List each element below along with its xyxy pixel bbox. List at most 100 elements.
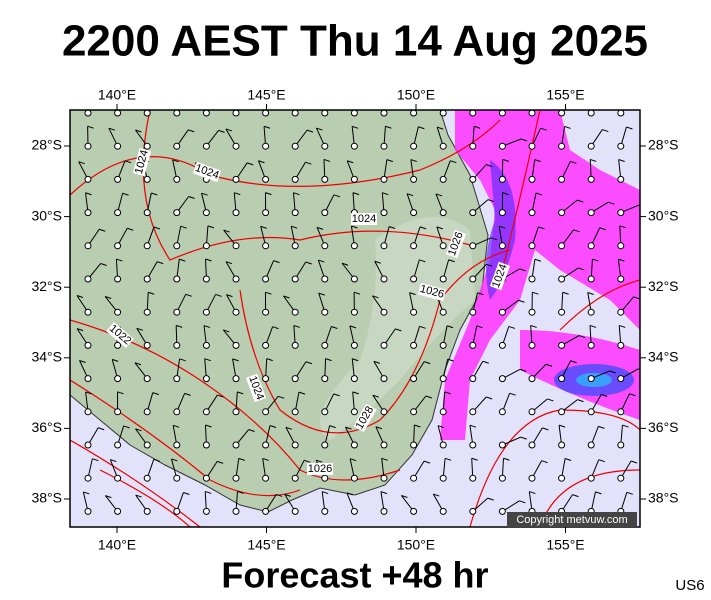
barb-station	[410, 474, 418, 482]
barb-station	[350, 474, 358, 482]
barb-station	[291, 474, 299, 482]
barb-station	[202, 474, 210, 482]
barb-station	[439, 507, 447, 515]
barb-flag	[577, 399, 584, 403]
barb-station	[291, 507, 299, 515]
barb-station	[587, 474, 595, 482]
barb-flag	[156, 261, 164, 265]
barb-station	[380, 275, 388, 283]
barb-station	[380, 441, 388, 449]
barb-flag	[598, 425, 605, 429]
barb-station	[202, 507, 210, 515]
isobar-label-bg	[307, 463, 333, 475]
barb-flag	[247, 162, 254, 166]
barb-flag	[203, 325, 211, 329]
barb-flag	[486, 263, 493, 267]
barb-flag	[184, 392, 191, 396]
barb-flag	[444, 457, 452, 461]
barb-station	[498, 142, 506, 150]
barb-station	[587, 209, 595, 217]
barb-station	[321, 242, 329, 250]
barb-station	[114, 308, 122, 316]
barb-station	[469, 209, 477, 217]
barb-station	[469, 341, 477, 349]
barb-station	[321, 507, 329, 515]
barb-station	[143, 474, 151, 482]
barb-flag	[87, 125, 94, 129]
barb-flag	[519, 500, 526, 504]
barb-flag	[116, 258, 123, 262]
barb-flag	[98, 427, 105, 431]
barb-station	[469, 308, 477, 316]
highlands	[320, 217, 475, 440]
map-frame	[69, 109, 641, 528]
barb-station	[380, 142, 388, 150]
barb-flag	[76, 295, 84, 298]
barb-flag	[570, 360, 577, 364]
barb-flag	[626, 491, 634, 495]
barb-station	[617, 474, 625, 482]
barb-station	[202, 408, 210, 416]
barb-flag	[176, 324, 183, 328]
barb-station	[114, 375, 122, 383]
barb-flag	[386, 159, 394, 163]
barb-station	[232, 341, 240, 349]
barb-station	[262, 507, 270, 515]
barb-station	[143, 375, 151, 383]
barb-station	[173, 142, 181, 150]
barb-flag	[352, 358, 359, 362]
title: 2200 AEST Thu 14 Aug 2025	[62, 17, 648, 66]
barb-station	[439, 242, 447, 250]
barb-station	[173, 242, 181, 250]
barb-flag	[372, 394, 379, 398]
barb-station	[587, 142, 595, 150]
barb-station	[114, 242, 122, 250]
barb-flag	[529, 491, 536, 495]
barb-flag	[410, 159, 418, 163]
barb-station	[173, 375, 181, 383]
barb-station	[321, 474, 329, 482]
barb-station	[143, 308, 151, 316]
barb-flag	[135, 428, 142, 432]
barb-flag	[226, 294, 233, 298]
barb-flag	[205, 424, 212, 428]
barb-flag	[352, 192, 360, 196]
barb-flag	[180, 225, 187, 229]
barb-station	[469, 408, 477, 416]
barb-station	[498, 308, 506, 316]
barb-flag	[518, 299, 525, 303]
barb-flag	[325, 358, 332, 362]
barb-station	[528, 142, 536, 150]
barb-station	[143, 142, 151, 150]
barb-station	[143, 507, 151, 515]
barb-station	[498, 375, 506, 383]
barb-station	[469, 142, 477, 150]
barb-station	[498, 110, 506, 117]
barb-station	[410, 375, 418, 383]
axes: 140°E 140°E 145°E 145°E 150°E 150°E 155°E 155°E…	[31, 87, 678, 553]
barb-station	[321, 375, 329, 383]
barb-flag	[207, 225, 215, 229]
barb-flag	[205, 490, 212, 494]
barb-flag	[333, 194, 341, 198]
barb-station	[380, 341, 388, 349]
isobar-label-bg	[351, 213, 377, 225]
barb-flag	[619, 324, 626, 328]
barb-station	[143, 341, 151, 349]
barb-flag	[476, 325, 483, 329]
barb-flag	[315, 459, 323, 463]
barb-flag	[205, 93, 211, 95]
barb-flag	[433, 493, 440, 497]
barb-station	[143, 242, 151, 250]
barb-station	[469, 110, 477, 117]
barb-flag	[564, 458, 572, 461]
barb-flag	[601, 394, 608, 397]
barb-station	[439, 375, 447, 383]
barb-station	[410, 308, 418, 316]
barb-station	[350, 175, 358, 183]
barb-station	[262, 341, 270, 349]
barb-flag	[374, 260, 381, 264]
barb-station	[173, 474, 181, 482]
isobar-label-bg	[489, 261, 511, 291]
